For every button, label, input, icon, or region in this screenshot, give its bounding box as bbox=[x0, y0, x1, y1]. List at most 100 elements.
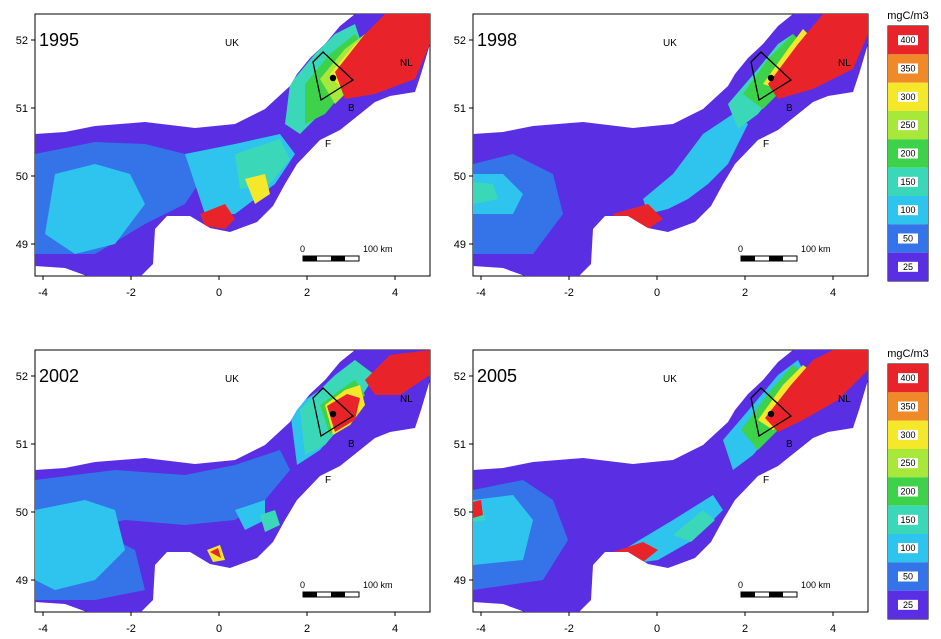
colorbar-label: 300 bbox=[900, 92, 915, 102]
y-tick-label: 51 bbox=[16, 439, 28, 451]
colorbar-label-bg bbox=[898, 35, 918, 46]
y-tick-label: 52 bbox=[16, 35, 28, 47]
colorbar-unit-2: mgC/m3 bbox=[887, 348, 929, 360]
colorbar-label-bg bbox=[898, 373, 918, 384]
colorbar-label: 250 bbox=[900, 120, 915, 130]
colorbar-label-bg bbox=[898, 543, 918, 554]
colorbar-label: 100 bbox=[900, 205, 915, 215]
year-label-1998: 1998 bbox=[477, 30, 517, 50]
colorbar-label-bg bbox=[898, 599, 918, 610]
y-tick-label: 52 bbox=[16, 371, 28, 383]
country-label-b: B bbox=[348, 439, 355, 450]
y-tick-label: 52 bbox=[454, 35, 466, 47]
y-axis-ticks-panel-2: 49 50 51 52 bbox=[454, 35, 466, 251]
colorbar-label: 400 bbox=[900, 35, 915, 45]
y-tick-label: 51 bbox=[16, 103, 28, 115]
x-tick-label: -2 bbox=[126, 623, 136, 635]
x-tick-label: -2 bbox=[564, 623, 574, 635]
map-panel-1998 bbox=[468, 13, 869, 281]
colorbar-label: 50 bbox=[903, 234, 913, 244]
y-tick-label: 50 bbox=[454, 507, 466, 519]
colorbar-label-bg bbox=[898, 176, 918, 187]
y-axis-ticks-panel-4: 49 50 51 52 bbox=[454, 371, 466, 587]
x-tick-label: 2 bbox=[304, 287, 310, 299]
colorbar-label: 150 bbox=[900, 177, 915, 187]
x-axis-ticks-panel-3: -4 -2 0 2 4 bbox=[38, 623, 398, 635]
y-tick-label: 49 bbox=[454, 575, 466, 587]
country-label-f: F bbox=[325, 475, 331, 486]
scalebar-distance: 100 km bbox=[363, 580, 393, 590]
colorbar-label-bg bbox=[898, 120, 918, 131]
scalebar-zero: 0 bbox=[300, 580, 305, 590]
country-label-b: B bbox=[348, 103, 355, 114]
colorbar-label-bg bbox=[898, 63, 918, 74]
colorbar-label: 300 bbox=[900, 430, 915, 440]
x-tick-label: -4 bbox=[38, 623, 48, 635]
y-tick-label: 49 bbox=[454, 239, 466, 251]
colorbar-label: 350 bbox=[900, 402, 915, 412]
country-label-nl: NL bbox=[838, 394, 851, 405]
x-tick-label: -2 bbox=[126, 287, 136, 299]
scalebar-distance: 100 km bbox=[363, 244, 393, 254]
country-label-f: F bbox=[325, 139, 331, 150]
y-tick-label: 49 bbox=[16, 575, 28, 587]
scalebar-zero: 0 bbox=[738, 244, 743, 254]
scalebar-distance: 100 km bbox=[801, 580, 831, 590]
x-tick-label: 4 bbox=[392, 287, 398, 299]
y-tick-label: 50 bbox=[16, 507, 28, 519]
country-label-uk: UK bbox=[663, 38, 677, 49]
x-tick-label: 4 bbox=[830, 287, 836, 299]
colorbar-label-bg bbox=[898, 233, 918, 244]
x-tick-label: 2 bbox=[304, 623, 310, 635]
colorbar-label: 200 bbox=[900, 487, 915, 497]
country-label-nl: NL bbox=[400, 394, 413, 405]
colorbar-label-bg bbox=[898, 205, 918, 216]
country-label-nl: NL bbox=[838, 58, 851, 69]
colorbar-label-bg bbox=[898, 429, 918, 440]
x-axis-ticks-panel-2: -4 -2 0 2 4 bbox=[476, 287, 836, 299]
colorbar-label: 25 bbox=[903, 600, 913, 610]
map-panel-2002 bbox=[30, 349, 431, 617]
country-label-b: B bbox=[786, 439, 793, 450]
y-tick-label: 50 bbox=[16, 171, 28, 183]
x-tick-label: -4 bbox=[476, 623, 486, 635]
colorbar-2: 400 350 300 250 200 150 100 50 25 bbox=[887, 363, 929, 620]
x-tick-label: -4 bbox=[38, 287, 48, 299]
colorbar-label: 100 bbox=[900, 543, 915, 553]
country-label-f: F bbox=[763, 475, 769, 486]
y-axis-ticks-panel-1: 49 50 51 52 bbox=[16, 35, 28, 251]
scalebar-zero: 0 bbox=[300, 244, 305, 254]
year-label-2002: 2002 bbox=[39, 366, 79, 386]
x-tick-label: 4 bbox=[392, 623, 398, 635]
y-tick-label: 52 bbox=[454, 371, 466, 383]
country-label-uk: UK bbox=[663, 374, 677, 385]
x-tick-label: 2 bbox=[742, 623, 748, 635]
x-tick-label: 0 bbox=[654, 623, 660, 635]
colorbar-unit-1: mgC/m3 bbox=[887, 10, 929, 22]
x-tick-label: 2 bbox=[742, 287, 748, 299]
map-panel-1995 bbox=[30, 13, 431, 281]
colorbar-label-bg bbox=[898, 91, 918, 102]
x-tick-label: 0 bbox=[654, 287, 660, 299]
y-tick-label: 51 bbox=[454, 439, 466, 451]
x-tick-label: -2 bbox=[564, 287, 574, 299]
colorbar-label: 400 bbox=[900, 373, 915, 383]
country-label-uk: UK bbox=[225, 374, 239, 385]
colorbar-label: 200 bbox=[900, 149, 915, 159]
colorbar-label-bg bbox=[898, 401, 918, 412]
map-panel-2005 bbox=[468, 349, 869, 617]
y-tick-label: 49 bbox=[16, 239, 28, 251]
country-label-nl: NL bbox=[400, 58, 413, 69]
y-tick-label: 50 bbox=[454, 171, 466, 183]
colorbar-label: 25 bbox=[903, 262, 913, 272]
year-label-2005: 2005 bbox=[477, 366, 517, 386]
x-tick-label: 0 bbox=[216, 623, 222, 635]
colorbar-label: 150 bbox=[900, 515, 915, 525]
x-axis-ticks-panel-4: -4 -2 0 2 4 bbox=[476, 623, 836, 635]
x-tick-label: 0 bbox=[216, 287, 222, 299]
colorbar-label-bg bbox=[898, 486, 918, 497]
colorbar-label: 50 bbox=[903, 572, 913, 582]
x-axis-ticks-panel-1: -4 -2 0 2 4 bbox=[38, 287, 398, 299]
country-label-uk: UK bbox=[225, 38, 239, 49]
colorbar-label-bg bbox=[898, 458, 918, 469]
